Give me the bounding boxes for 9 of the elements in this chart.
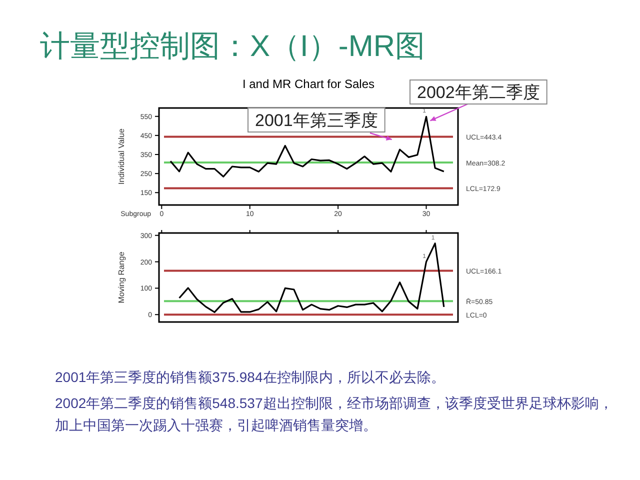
chart-title: I and MR Chart for Sales <box>242 77 375 91</box>
y-axis-title: Moving Range <box>117 251 126 304</box>
text: 计量型控制图：X（I）-MR图 <box>40 30 425 63</box>
annotation: 2002年第二季度 <box>417 83 540 102</box>
annotation: 2001年第三季度 <box>255 111 378 130</box>
text: 2002年第二季度的销售额548.537超出控制限，经市场部调查，该季度受世界足球杯影响，加上中国第一次踢入十强赛，引起啤酒销售量突增。 <box>55 394 614 435</box>
y-axis-title: Individual Value <box>117 128 126 184</box>
line-series <box>178 242 445 314</box>
text: 2001年第三季度的销售额375.984在控制限内，所以不必去除。 <box>55 368 446 387</box>
